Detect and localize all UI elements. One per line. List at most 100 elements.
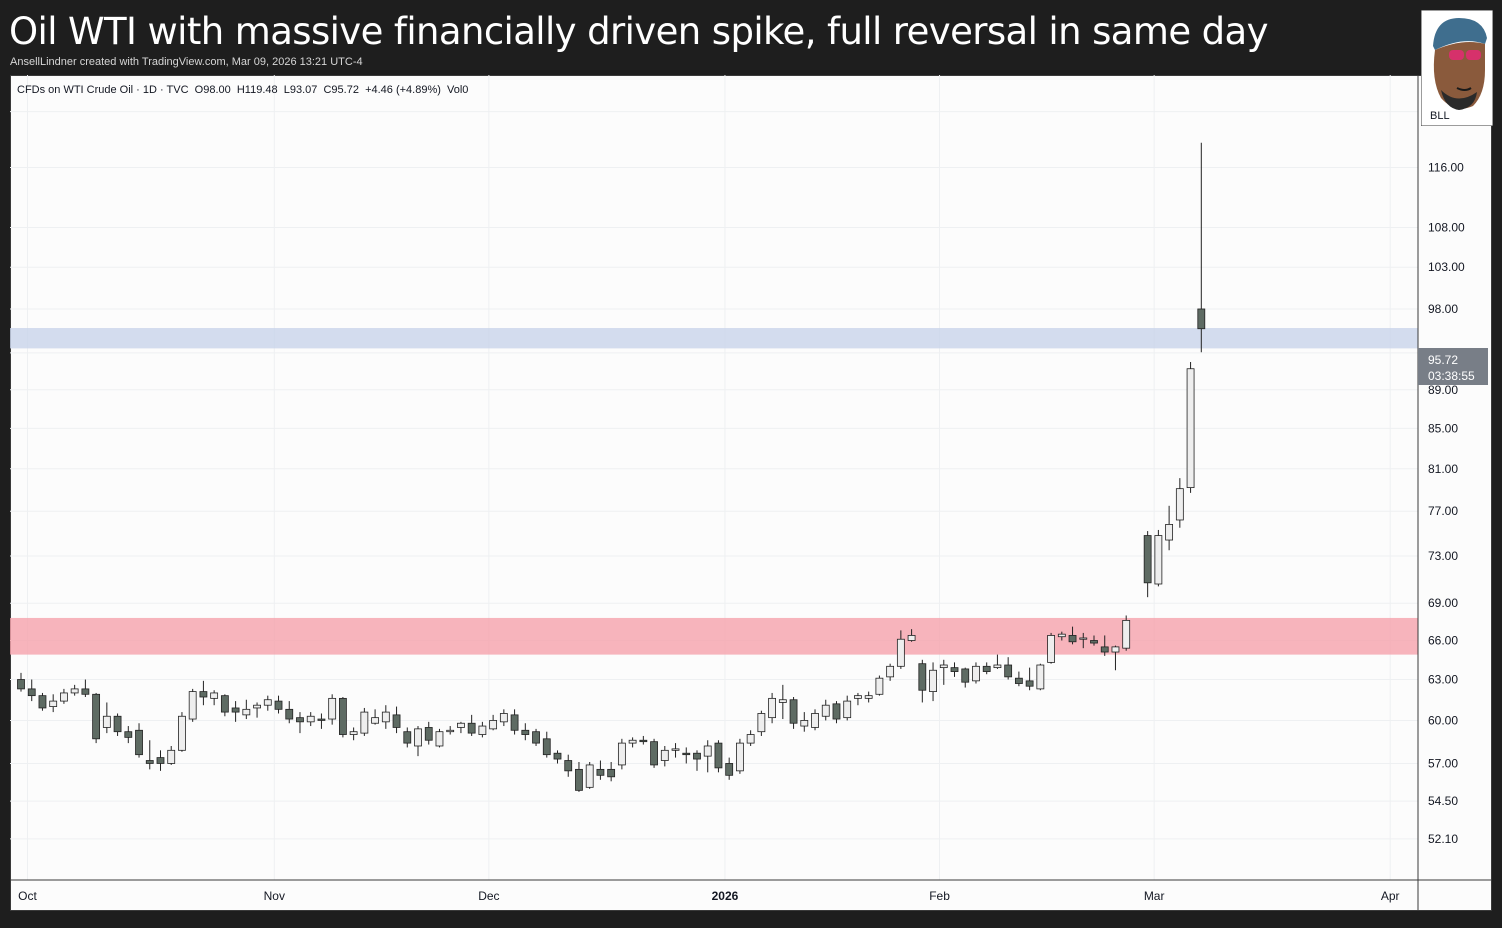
candle-body-up [757,713,766,733]
candle [81,679,90,698]
candlestick-chart[interactable]: 124.00116.00108.00103.0098.0093.0089.008… [10,75,1492,911]
candle [167,745,176,765]
candle [392,706,401,734]
candle-body-up [854,695,862,699]
candle [564,754,573,777]
candle [60,688,68,704]
candle-body-up [703,745,712,757]
y-tick-label: 77.00 [1428,504,1458,518]
y-tick-label: 54.50 [1428,794,1458,808]
candle-body-down [596,768,605,776]
candle-body-up [60,692,68,702]
candle-body-down [285,708,294,720]
candle [242,699,251,720]
candle [746,730,755,746]
candle-body-up [628,739,637,744]
candle-body-up [821,704,830,717]
price-axis[interactable]: 124.00116.00108.00103.0098.0093.0089.008… [1428,105,1465,846]
candle [210,690,219,706]
candle [972,662,980,684]
candle-body-up [929,669,937,692]
candle [961,667,970,688]
candle-body-down [156,757,165,764]
candle-body-down [338,697,347,735]
y-tick-label: 69.00 [1428,596,1458,610]
candle-body-down [27,688,36,697]
candle [1100,635,1109,656]
candle [628,737,637,748]
y-tick-label: 52.10 [1428,832,1458,846]
candle-body-down [1004,664,1013,678]
avatar: BLL [1420,9,1494,127]
candle-body-up [1036,664,1045,690]
candle-body-up [585,764,594,788]
time-axis[interactable]: Oct Nov Dec 2026 Feb Mar Apr [18,889,1399,903]
candle [714,740,723,773]
candle-body-up [746,734,755,744]
candle [768,692,776,724]
candle [757,710,766,736]
chart-panel[interactable] [10,75,1492,911]
candle-body-down [403,731,412,744]
y-tick-label: 89.00 [1428,383,1458,397]
y-tick-label: 66.00 [1428,634,1458,648]
candle-body-up [188,691,197,720]
candle [145,740,154,770]
candle-body-up [381,711,390,723]
candle-body-down [639,739,648,743]
candle-body-down [274,700,283,710]
candle-body-up [1079,637,1088,640]
price-zones [10,328,1418,655]
candle [414,726,422,757]
candle-body-down [135,729,143,756]
candle-body-up [778,699,787,703]
candle-body-up [210,692,219,699]
candle-body-down [1090,640,1098,644]
candle-body-down [1014,677,1023,684]
candle [1175,478,1184,528]
candle [854,692,862,706]
candle-body-up [896,638,905,667]
candle [1122,615,1131,651]
candle [585,761,594,789]
candle-body-up [435,731,444,747]
candle [607,761,616,782]
candle-body-up [70,688,79,694]
candle [371,709,379,725]
candle [92,692,101,744]
candle-body-up [263,699,272,706]
avatar-label: BLL [1430,110,1450,122]
y-tick-label: 63.00 [1428,673,1458,687]
candle [317,713,326,729]
candle [736,738,744,774]
candle [521,723,530,741]
y-tick-label: 81.00 [1428,462,1458,476]
candle-body-down [424,727,433,741]
candle [1079,632,1088,649]
resistance-zone [10,617,1418,655]
candle [800,712,809,732]
candle [467,714,476,736]
candle-body-up [167,749,176,764]
candle [285,701,294,724]
candle-body-down [145,760,154,764]
candle-body-up [768,697,776,719]
candle-body-up [671,748,680,751]
candle [778,684,787,720]
candle-body-up [457,722,465,728]
chart-title: Oil WTI with massive financially driven … [9,10,1269,53]
candle [575,761,583,792]
y-tick-label: 73.00 [1428,549,1458,563]
candle [789,697,798,729]
candle-body-down [38,695,47,709]
candle [1004,657,1013,680]
candle [296,712,304,734]
candle-body-up [1175,488,1184,521]
candle-body-down [961,668,970,683]
y-tick-label: 103.00 [1428,260,1465,274]
candle-body-down [693,752,701,760]
candle-body-up [328,697,337,720]
y-tick-label: 98.00 [1428,302,1458,316]
last-price-tag-bg [1418,348,1488,385]
candle-body-down [607,768,616,778]
